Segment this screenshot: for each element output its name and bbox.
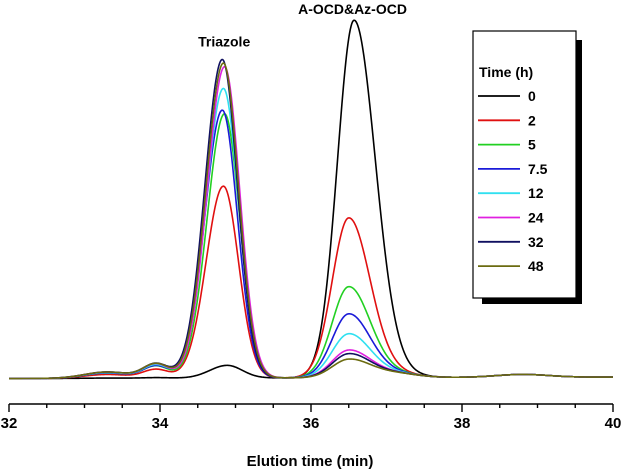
annotation-triazole: Triazole <box>198 33 250 49</box>
x-tick-label: 40 <box>605 415 622 432</box>
x-axis: 32 34 36 38 40 <box>1 403 622 432</box>
x-tick-label: 38 <box>454 415 471 432</box>
legend: Time (h) 0 2 5 7.5 12 24 32 48 <box>472 30 582 304</box>
legend-label: 7.5 <box>528 161 548 177</box>
series-line-48 <box>8 62 614 380</box>
legend-label: 2 <box>528 112 536 128</box>
legend-label: 0 <box>528 88 536 104</box>
legend-title: Time (h) <box>479 64 533 80</box>
legend-label: 48 <box>528 258 544 274</box>
legend-label: 32 <box>528 234 544 250</box>
annotation-aocd-azocd: A-OCD&Az-OCD <box>298 1 407 17</box>
x-tick-label: 36 <box>303 415 320 432</box>
series-group <box>8 19 614 380</box>
x-axis-label: Elution time (min) <box>247 453 374 470</box>
legend-label: 5 <box>528 137 536 153</box>
legend-label: 12 <box>528 185 544 201</box>
legend-items: 0 2 5 7.5 12 24 32 48 <box>478 88 548 274</box>
legend-box <box>472 30 577 299</box>
x-tick-label: 34 <box>152 415 169 432</box>
x-tick-label: 32 <box>1 415 18 432</box>
legend-label: 24 <box>528 210 544 226</box>
